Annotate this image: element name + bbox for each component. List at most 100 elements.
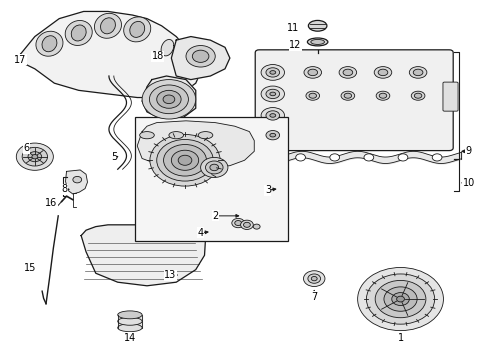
- Text: 2: 2: [212, 211, 218, 221]
- Circle shape: [231, 219, 244, 228]
- Text: 13: 13: [164, 270, 176, 280]
- Circle shape: [142, 80, 195, 119]
- Ellipse shape: [338, 67, 356, 78]
- Ellipse shape: [269, 71, 275, 74]
- Ellipse shape: [265, 89, 279, 99]
- Ellipse shape: [168, 132, 183, 139]
- Text: 10: 10: [462, 178, 474, 188]
- Text: 18: 18: [151, 51, 163, 61]
- Text: 5: 5: [110, 152, 117, 162]
- Ellipse shape: [269, 92, 275, 96]
- Circle shape: [396, 296, 404, 302]
- Circle shape: [383, 287, 416, 311]
- Circle shape: [357, 267, 443, 330]
- Polygon shape: [81, 225, 205, 286]
- Ellipse shape: [265, 131, 279, 140]
- Ellipse shape: [36, 31, 63, 56]
- Ellipse shape: [261, 127, 284, 143]
- Polygon shape: [65, 170, 87, 194]
- Polygon shape: [161, 40, 173, 56]
- Ellipse shape: [140, 132, 154, 139]
- Text: 14: 14: [123, 333, 136, 343]
- Ellipse shape: [307, 38, 327, 46]
- Ellipse shape: [118, 324, 142, 332]
- Circle shape: [149, 85, 188, 114]
- Polygon shape: [15, 12, 200, 98]
- Ellipse shape: [101, 18, 115, 34]
- Circle shape: [28, 152, 41, 162]
- FancyBboxPatch shape: [255, 50, 452, 150]
- Circle shape: [391, 293, 408, 306]
- Text: 8: 8: [61, 184, 67, 194]
- Text: 7: 7: [310, 292, 317, 302]
- Circle shape: [363, 154, 373, 161]
- Circle shape: [185, 45, 215, 67]
- Ellipse shape: [412, 69, 422, 76]
- Ellipse shape: [304, 67, 321, 78]
- Ellipse shape: [305, 91, 319, 100]
- Circle shape: [178, 155, 191, 165]
- Text: 16: 16: [45, 198, 58, 208]
- Ellipse shape: [123, 17, 150, 42]
- Circle shape: [243, 222, 250, 227]
- Circle shape: [263, 154, 272, 161]
- Circle shape: [374, 280, 425, 318]
- Ellipse shape: [71, 25, 86, 41]
- Text: 3: 3: [264, 185, 270, 195]
- Ellipse shape: [261, 86, 284, 102]
- Circle shape: [270, 186, 284, 196]
- Ellipse shape: [340, 91, 354, 100]
- Ellipse shape: [308, 93, 316, 98]
- Circle shape: [157, 139, 213, 181]
- Ellipse shape: [198, 132, 212, 139]
- Circle shape: [253, 224, 260, 229]
- Circle shape: [200, 157, 227, 177]
- Ellipse shape: [410, 91, 424, 100]
- Ellipse shape: [261, 108, 284, 123]
- Circle shape: [205, 161, 223, 174]
- Circle shape: [240, 220, 253, 229]
- Text: 6: 6: [23, 143, 30, 153]
- Text: 12: 12: [288, 40, 301, 50]
- Ellipse shape: [373, 67, 391, 78]
- Text: 15: 15: [24, 263, 36, 273]
- Circle shape: [397, 154, 407, 161]
- Circle shape: [234, 221, 241, 226]
- Text: 4: 4: [197, 228, 203, 238]
- Ellipse shape: [65, 21, 92, 45]
- Circle shape: [303, 271, 325, 287]
- Ellipse shape: [408, 67, 426, 78]
- Ellipse shape: [94, 13, 121, 38]
- Ellipse shape: [269, 134, 275, 137]
- Circle shape: [171, 150, 198, 170]
- Circle shape: [295, 154, 305, 161]
- Ellipse shape: [265, 68, 279, 77]
- Circle shape: [157, 90, 181, 108]
- Ellipse shape: [310, 40, 324, 44]
- Ellipse shape: [118, 311, 142, 319]
- Ellipse shape: [413, 93, 421, 98]
- Ellipse shape: [42, 36, 57, 52]
- Ellipse shape: [308, 21, 326, 31]
- Circle shape: [163, 95, 174, 104]
- Polygon shape: [137, 121, 254, 167]
- Circle shape: [32, 154, 38, 159]
- Polygon shape: [118, 315, 142, 328]
- Ellipse shape: [129, 21, 144, 37]
- Circle shape: [431, 154, 441, 161]
- Circle shape: [73, 176, 81, 183]
- Circle shape: [329, 154, 339, 161]
- Ellipse shape: [269, 114, 275, 117]
- Bar: [135, 117, 288, 241]
- Ellipse shape: [379, 93, 386, 98]
- Ellipse shape: [344, 93, 351, 98]
- Text: 17: 17: [14, 54, 26, 64]
- Ellipse shape: [265, 111, 279, 120]
- Circle shape: [22, 147, 47, 166]
- Ellipse shape: [377, 69, 387, 76]
- Polygon shape: [171, 37, 229, 80]
- Text: 1: 1: [397, 333, 403, 343]
- Circle shape: [192, 50, 208, 62]
- Text: 11: 11: [286, 23, 299, 33]
- Circle shape: [209, 164, 218, 171]
